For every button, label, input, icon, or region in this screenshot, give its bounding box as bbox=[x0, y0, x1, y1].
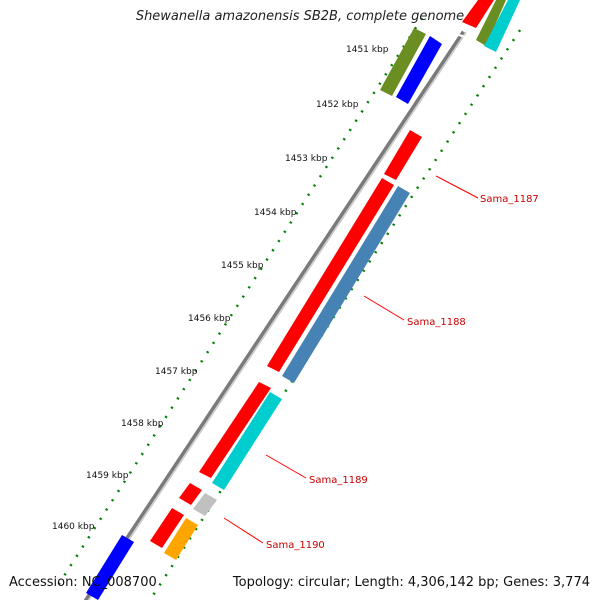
gene-red-1190 bbox=[150, 508, 184, 548]
genome-backbone-highlight bbox=[87, 31, 467, 600]
gene-cyan-topright bbox=[484, 0, 520, 52]
gene-blue-top bbox=[396, 36, 442, 104]
gene-label-sama-1190: Sama_1190 bbox=[266, 540, 325, 551]
tick-label-1455: 1455 kbp bbox=[221, 261, 264, 271]
gene-gray bbox=[193, 493, 217, 516]
gene-olive-topright bbox=[476, 0, 506, 46]
gene-cyan-1189 bbox=[212, 392, 282, 490]
gene-red-1188 bbox=[267, 178, 394, 372]
gene-red-topright bbox=[462, 0, 494, 28]
tick-label-1457: 1457 kbp bbox=[155, 367, 198, 377]
gene-steelblue-1188 bbox=[282, 186, 410, 383]
tick-label-1451: 1451 kbp bbox=[346, 45, 389, 55]
gene-label-sama-1187: Sama_1187 bbox=[480, 194, 539, 205]
genome-backbone bbox=[83, 30, 467, 600]
accession-label: Accession: NC_008700 bbox=[9, 575, 157, 590]
gc-track-left bbox=[53, 17, 424, 591]
gene-red-1187 bbox=[384, 130, 422, 180]
tick-label-1458: 1458 kbp bbox=[121, 419, 164, 429]
tick-label-1453: 1453 kbp bbox=[285, 154, 328, 164]
tick-label-1460: 1460 kbp bbox=[52, 522, 95, 532]
gene-red-small bbox=[179, 483, 202, 505]
map-title: Shewanella amazonensis SB2B, complete ge… bbox=[135, 9, 465, 24]
gene-red-1189 bbox=[199, 382, 271, 478]
tick-label-1454: 1454 kbp bbox=[254, 208, 297, 218]
leader-line-1190 bbox=[223, 517, 264, 544]
tick-label-1452: 1452 kbp bbox=[316, 100, 359, 110]
tick-label-1459: 1459 kbp bbox=[86, 471, 129, 481]
gene-blue-bottom bbox=[86, 535, 134, 600]
tick-label-1456: 1456 kbp bbox=[188, 314, 231, 324]
backbone-separator bbox=[455, 33, 475, 41]
genome-summary-label: Topology: circular; Length: 4,306,142 bp… bbox=[232, 575, 590, 590]
gene-olive-top bbox=[380, 28, 426, 96]
leader-line-1187 bbox=[435, 175, 479, 199]
leader-line-1189 bbox=[265, 454, 307, 479]
gene-label-sama-1188: Sama_1188 bbox=[407, 317, 466, 328]
gene-label-sama-1189: Sama_1189 bbox=[309, 475, 368, 486]
leader-line-1188 bbox=[363, 295, 405, 321]
gene-orange bbox=[164, 518, 198, 560]
